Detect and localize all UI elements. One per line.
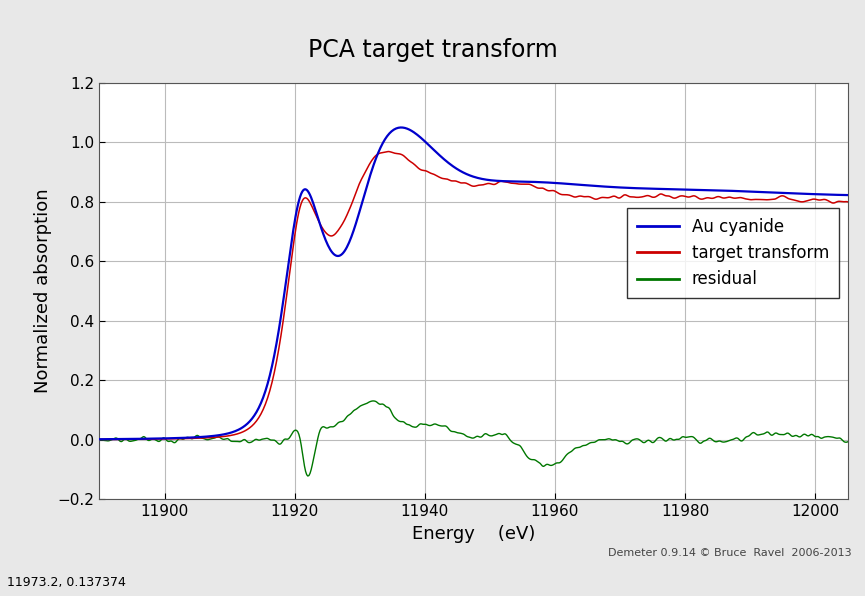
target transform — [855, 203, 865, 210]
target transform — [295, 204, 305, 211]
X-axis label: Energy    (eV): Energy (eV) — [412, 525, 535, 543]
Au cyanide — [683, 186, 694, 193]
residual — [295, 435, 305, 442]
residual — [323, 424, 333, 432]
target transform — [322, 230, 332, 237]
Au cyanide — [295, 194, 305, 201]
Y-axis label: Normalized absorption: Normalized absorption — [35, 189, 52, 393]
Legend: Au cyanide, target transform, residual: Au cyanide, target transform, residual — [627, 208, 839, 299]
residual — [303, 473, 313, 480]
Text: PCA target transform: PCA target transform — [308, 38, 557, 62]
residual — [368, 398, 379, 405]
Au cyanide — [322, 239, 332, 246]
Text: Demeter 0.9.14 © Bruce  Ravel  2006-2013: Demeter 0.9.14 © Bruce Ravel 2006-2013 — [608, 548, 852, 558]
Au cyanide — [779, 190, 790, 197]
residual — [781, 430, 791, 437]
Line: Au cyanide: Au cyanide — [80, 128, 861, 439]
target transform — [588, 195, 599, 202]
Au cyanide — [396, 124, 407, 131]
target transform — [683, 194, 694, 201]
residual — [266, 436, 276, 443]
Text: 11973.2, 0.137374: 11973.2, 0.137374 — [7, 576, 125, 589]
Line: residual: residual — [80, 401, 861, 476]
target transform — [383, 148, 394, 155]
target transform — [779, 193, 790, 200]
target transform — [74, 436, 85, 443]
residual — [855, 434, 865, 441]
residual — [590, 439, 600, 446]
residual — [684, 433, 695, 440]
Line: target transform: target transform — [80, 151, 861, 440]
target transform — [266, 383, 276, 390]
residual — [74, 434, 85, 441]
Au cyanide — [588, 182, 599, 190]
Au cyanide — [855, 192, 865, 199]
Au cyanide — [74, 436, 85, 443]
Au cyanide — [266, 367, 276, 374]
